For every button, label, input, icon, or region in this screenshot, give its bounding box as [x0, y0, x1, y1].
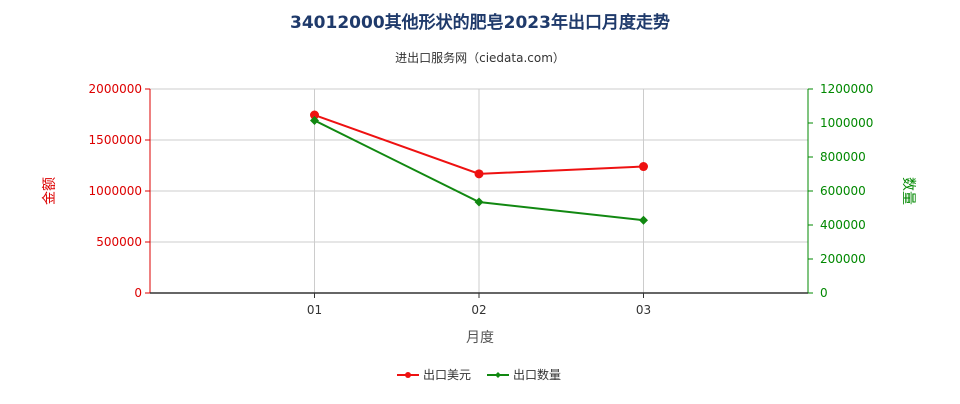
series-point-2	[474, 197, 484, 207]
left-tick-label: 2000000	[89, 82, 142, 96]
left-axis-label: 金额	[42, 177, 58, 205]
left-tick-label: 1000000	[89, 184, 142, 198]
left-axis-ticks: 0 500000 1000000 1500000 2000000	[89, 82, 150, 300]
x-tick-label: 03	[636, 303, 651, 317]
right-tick-label: 400000	[820, 218, 866, 232]
right-tick-label: 1200000	[820, 82, 873, 96]
series-point-2	[639, 215, 648, 225]
right-tick-label: 600000	[820, 184, 866, 198]
right-tick-label: 1000000	[820, 116, 873, 130]
legend-marker-1	[405, 372, 411, 378]
chart-subtitle: 进出口服务网（ciedata.com）	[395, 50, 565, 65]
grid-layer	[150, 88, 809, 293]
x-axis-ticks: 01 02 03	[307, 293, 651, 317]
x-tick-label: 01	[307, 303, 322, 317]
right-axis-ticks: 0 200000 400000 600000 800000 1000000 1200000	[808, 82, 873, 300]
chart-title: 34012000其他形状的肥皂2023年出口月度走势	[290, 12, 670, 33]
x-tick-label: 02	[471, 303, 486, 317]
series-point-1	[639, 162, 648, 172]
left-tick-label: 1500000	[89, 133, 142, 147]
legend-label-2: 出口数量	[513, 367, 561, 382]
right-tick-label: 200000	[820, 252, 866, 266]
legend-marker-2	[495, 372, 501, 378]
right-axis-label: 数量	[900, 177, 916, 205]
legend-label-1: 出口美元	[423, 368, 471, 382]
legend: 出口美元 出口数量	[397, 367, 561, 382]
x-axis-label: 月度	[466, 330, 494, 346]
right-tick-label: 0	[820, 286, 828, 300]
series-point-2	[310, 115, 319, 125]
left-tick-label: 0	[134, 286, 142, 300]
series-layer	[310, 110, 648, 225]
right-tick-label: 800000	[820, 150, 866, 164]
series-point-1	[474, 169, 484, 179]
left-tick-label: 500000	[96, 235, 142, 249]
series-point-1	[310, 110, 319, 120]
